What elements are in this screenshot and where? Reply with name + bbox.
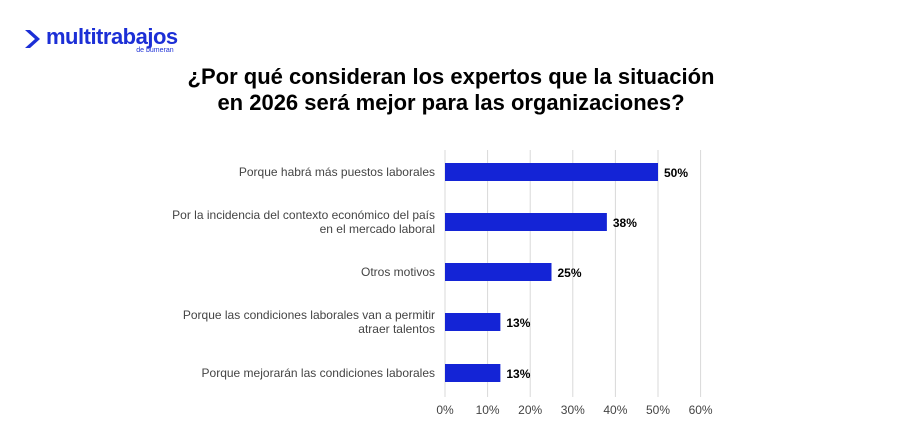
data-label: 25%	[558, 266, 582, 280]
bar	[445, 313, 501, 331]
category-label: Porque las condiciones laborales van a p…	[183, 308, 435, 322]
category-label: Porque mejorarán las condiciones laboral…	[202, 366, 435, 380]
x-tick-label: 40%	[603, 403, 627, 417]
bar	[445, 163, 658, 181]
x-tick-label: 10%	[476, 403, 500, 417]
chevron-right-icon	[25, 30, 40, 48]
bar	[445, 364, 501, 382]
chart-title-line-1: ¿Por qué consideran los expertos que la …	[187, 64, 715, 89]
x-tick-label: 20%	[518, 403, 542, 417]
data-label: 50%	[664, 166, 688, 180]
brand-subtitle: de bumeran	[136, 47, 174, 54]
data-label: 13%	[506, 367, 530, 381]
chart-title: ¿Por qué consideran los expertos que la …	[0, 64, 902, 116]
data-label: 13%	[506, 316, 530, 330]
chart-title-line-2: en 2026 será mejor para las organizacion…	[217, 90, 685, 115]
x-tick-label: 60%	[689, 403, 713, 417]
category-label: atraer talentos	[358, 322, 435, 336]
brand-name: multitrabajos	[46, 24, 178, 49]
category-label: Porque habrá más puestos laborales	[239, 165, 435, 179]
x-tick-label: 50%	[646, 403, 670, 417]
category-label: en el mercado laboral	[320, 222, 435, 236]
category-label: Por la incidencia del contexto económico…	[172, 208, 435, 222]
x-tick-label: 0%	[436, 403, 454, 417]
data-label: 38%	[613, 216, 637, 230]
x-tick-label: 30%	[561, 403, 585, 417]
brand-logo: multitrabajos de bumeran	[22, 24, 178, 54]
category-label: Otros motivos	[361, 265, 435, 279]
bar	[445, 213, 607, 231]
bar	[445, 263, 552, 281]
